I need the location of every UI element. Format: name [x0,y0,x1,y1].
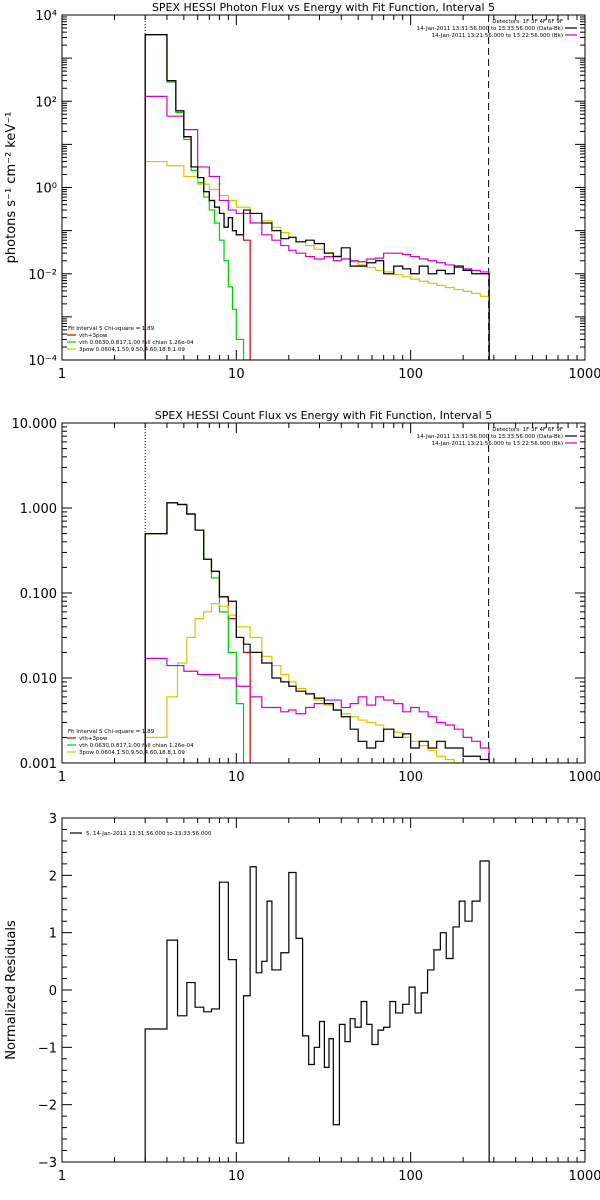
photon-flux-chart: SPEX HESSI Photon Flux vs Energy with Fi… [4,1,600,382]
y-tick-label: 10⁴ [35,9,57,24]
series-group [144,34,490,360]
series-line-2 [144,160,490,360]
x-tick-label: 10 [228,367,245,382]
chart-title: SPEX HESSI Photon Flux vs Energy with Fi… [152,1,495,14]
legend-entry: vth+3pow [79,333,108,339]
legend-entry: 3pow 0.0604,1.50,9.50,4.60,18.8,1.09 [79,347,185,353]
x-tick-label: 100 [398,1169,423,1184]
legend-entry: 3pow 0.0604,1.50,9.50,4.60,18.8,1.09 [79,750,185,756]
series-line-0 [144,860,490,1162]
series-group [144,860,490,1162]
legend-entry: 14-Jan-2011 13:31:56.000 to 13:33:56.000… [417,26,563,32]
legend-entry: 14-Jan-2011 13:21:56.000 to 13:22:56.000… [432,33,563,39]
plot-frame [61,817,586,1163]
plot-frame [61,422,586,764]
y-tick-label: −3 [38,1156,57,1171]
legend-entry: 14-Jan-2011 13:31:56.000 to 13:33:56.000… [417,434,563,440]
y-axis-label: photons s⁻¹ cm⁻² keV⁻¹ [4,112,19,264]
series-group [144,502,490,763]
x-tick-label: 100 [398,770,423,785]
y-tick-label: 0.001 [20,757,57,772]
legend-entry: Fit Interval 5 Chi-square = 1.89 [68,326,155,332]
y-axis-label: Normalized Residuals [4,920,19,1060]
legend-entry: Fit Interval 5 Chi-square = 1.89 [68,729,155,735]
series-line-1 [144,34,251,360]
count-flux-chart: SPEX HESSI Count Flux vs Energy with Fit… [12,409,600,785]
y-tick-label: 10⁰ [35,182,57,197]
y-tick-label: 2 [49,869,57,884]
residuals-chart: 1 10 100 1000 −3 −2 −1 0 1 2 3 Normalized Residuals… [4,812,600,1184]
y-tick-label: 10² [35,95,57,110]
series-line-3 [144,657,490,763]
legend-entry: Detectors: 1F 3F 4F 6F 9F [492,427,563,433]
y-tick-label: 1 [49,927,57,942]
y-tick-label: 0 [49,984,57,999]
y-tick-label: 1.000 [20,502,57,517]
y-tick-label: 10⁻² [28,268,57,283]
x-tick-label: 1 [58,367,66,382]
y-tick-label: −1 [38,1041,57,1056]
x-tick-label: 1000 [568,1169,600,1184]
series-line-0 [144,34,251,360]
x-tick-label: 1000 [568,770,600,785]
legend-entry: Detectors: 1F 3F 4F 6F 9F [492,19,563,25]
legend-entry: vth+3pow [79,736,108,742]
series-line-4 [144,502,490,763]
legend-entry: vth 0.0630,0.817,1.00 full chian 1.26e-0… [79,743,194,749]
series-line-3 [144,95,490,360]
x-tick-label: 1 [58,770,66,785]
plot-frame [61,14,586,361]
series-line-4 [144,34,490,360]
y-tick-label: −2 [38,1099,57,1114]
x-tick-label: 10 [228,1169,245,1184]
y-tick-label: 10⁻⁴ [28,354,57,369]
legend-entry: 5, 14-Jan-2011 13:31:56.000 to 13:33:56.… [86,831,212,837]
y-tick-label: 10.000 [12,417,58,432]
legend-entry: 14-Jan-2011 13:21:56.000 to 13:22:56.000… [432,441,563,447]
x-tick-label: 100 [398,367,423,382]
x-tick-label: 10 [228,770,245,785]
chart-title: SPEX HESSI Count Flux vs Energy with Fit… [155,409,492,422]
y-tick-label: 0.010 [20,672,57,687]
legend-entry: vth 0.0630,0.817,1.00 full chian 1.26e-0… [79,340,194,346]
y-tick-label: 3 [49,812,57,827]
y-tick-label: 0.100 [20,587,57,602]
x-tick-label: 1000 [568,367,600,382]
x-tick-label: 1 [58,1169,66,1184]
